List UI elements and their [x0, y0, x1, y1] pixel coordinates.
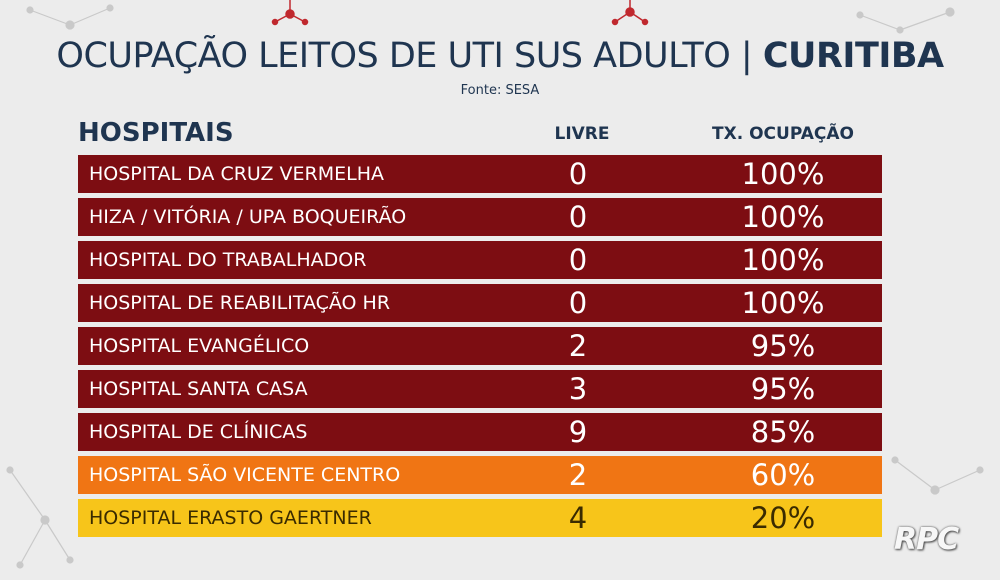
occupancy-rate: 100% [741, 200, 825, 234]
title-main: OCUPAÇÃO LEITOS DE UTI SUS ADULTO [56, 36, 731, 76]
occupancy-rate: 95% [750, 372, 816, 406]
title-city: CURITIBA [762, 36, 944, 76]
free-beds: 2 [568, 458, 588, 492]
hospital-name: HOSPITAL SANTA CASA [89, 378, 308, 400]
rpc-logo: RPC [894, 522, 959, 557]
table-row: HOSPITAL ERASTO GAERTNER 4 20% [78, 499, 882, 537]
occupancy-rate: 100% [741, 286, 825, 320]
occupancy-rate: 100% [741, 243, 825, 277]
table-row: HOSPITAL SANTA CASA 3 95% [78, 370, 882, 408]
table-row: HOSPITAL SÃO VICENTE CENTRO 2 60% [78, 456, 882, 494]
free-beds: 0 [568, 286, 588, 320]
free-beds: 0 [568, 200, 588, 234]
hospital-name: HOSPITAL DE REABILITAÇÃO HR [89, 292, 391, 314]
page-title: OCUPAÇÃO LEITOS DE UTI SUS ADULTO | CURI… [0, 36, 1000, 76]
header-hospitals: HOSPITAIS [78, 118, 234, 148]
hospital-name: HOSPITAL ERASTO GAERTNER [89, 507, 372, 529]
hospital-name: HOSPITAL EVANGÉLICO [89, 335, 310, 357]
header-occupancy: TX. OCUPAÇÃO [712, 124, 854, 144]
hospital-name: HOSPITAL DE CLÍNICAS [89, 421, 308, 443]
free-beds: 4 [568, 501, 588, 535]
title-separator: | [740, 36, 753, 76]
occupancy-rate: 95% [750, 329, 816, 363]
table-row: HOSPITAL DE CLÍNICAS 9 85% [78, 413, 882, 451]
table-row: HIZA / VITÓRIA / UPA BOQUEIRÃO 0 100% [78, 198, 882, 236]
free-beds: 0 [568, 157, 588, 191]
header-free: LIVRE [554, 124, 610, 144]
hospital-name: HOSPITAL DO TRABALHADOR [89, 249, 367, 271]
free-beds: 9 [568, 415, 588, 449]
occupancy-rate: 20% [750, 501, 816, 535]
hospital-name: HOSPITAL DA CRUZ VERMELHA [89, 163, 385, 185]
hospital-name: HOSPITAL SÃO VICENTE CENTRO [89, 464, 401, 486]
source-note: Fonte: SESA [460, 83, 540, 98]
free-beds: 0 [568, 243, 588, 277]
table-row: HOSPITAL EVANGÉLICO 2 95% [78, 327, 882, 365]
occupancy-rate: 85% [750, 415, 816, 449]
hospital-name: HIZA / VITÓRIA / UPA BOQUEIRÃO [89, 206, 407, 228]
table-row: HOSPITAL DA CRUZ VERMELHA 0 100% [78, 155, 882, 193]
occupancy-rate: 100% [741, 157, 825, 191]
occupancy-rate: 60% [750, 458, 816, 492]
free-beds: 3 [568, 372, 588, 406]
table-row: HOSPITAL DE REABILITAÇÃO HR 0 100% [78, 284, 882, 322]
hospital-table: HOSPITAL DA CRUZ VERMELHA 0 100% HIZA / VIT… [78, 155, 882, 542]
free-beds: 2 [568, 329, 588, 363]
table-row: HOSPITAL DO TRABALHADOR 0 100% [78, 241, 882, 279]
